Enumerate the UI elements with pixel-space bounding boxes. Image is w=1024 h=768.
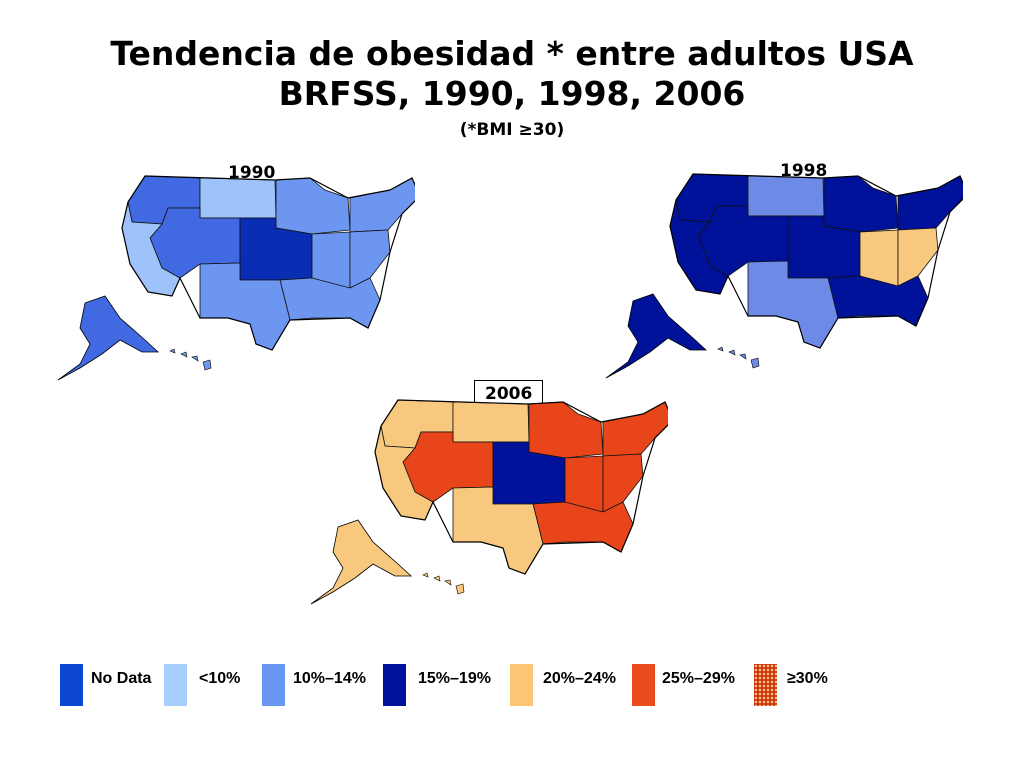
hawaii-island [750, 357, 760, 369]
state-region [602, 401, 668, 457]
hawaii-island [739, 353, 747, 360]
state-region [528, 401, 604, 459]
alaska [605, 293, 708, 379]
state-region [747, 175, 825, 217]
hawaii-island [717, 346, 724, 352]
state-region [452, 401, 530, 443]
legend-swatch-10-14 [262, 664, 285, 706]
map-2006 [310, 399, 668, 605]
hawaii-island [455, 583, 465, 595]
usa-outline [374, 399, 668, 575]
legend-swatch-20-24 [510, 664, 533, 706]
state-region [823, 175, 899, 233]
map-1990 [57, 175, 415, 381]
map-1998 [605, 173, 963, 379]
hawaii-island [202, 359, 212, 371]
hawaii-island [728, 349, 736, 356]
state-region [279, 277, 381, 329]
hawaii-island [433, 575, 441, 582]
state-region [897, 175, 963, 231]
hawaii-island [169, 348, 176, 354]
legend-label-30-plus: ≥30% [787, 670, 828, 687]
state-region [897, 227, 939, 287]
state-region [349, 229, 391, 289]
legend-swatch-no-data [60, 664, 83, 706]
page-title: Tendencia de obesidad * entre adultos US… [0, 34, 1024, 114]
legend-swatch-under-10 [164, 664, 187, 706]
legend-label-15-19: 15%–19% [418, 670, 491, 687]
legend-swatch-30-plus [754, 664, 777, 706]
hawaii-island [422, 572, 429, 578]
legend-label-10-14: 10%–14% [293, 670, 366, 687]
legend-label-under-10: <10% [199, 670, 241, 687]
state-region [275, 177, 351, 235]
state-region [199, 177, 277, 219]
map-1998-year-label: 1998 [780, 161, 828, 181]
map-1990-year-label: 1990 [228, 163, 276, 183]
subtitle: (*BMI ≥30) [459, 120, 565, 140]
title-line-2: BRFSS, 1990, 1998, 2006 [278, 74, 746, 113]
state-region [349, 177, 415, 233]
usa-outline [121, 175, 415, 351]
hawaii-island [180, 351, 188, 358]
legend-swatch-15-19 [383, 664, 406, 706]
legend: No Data <10% 10%–14% 15%–19% 20%–24% 25%… [0, 664, 1024, 714]
legend-label-25-29: 25%–29% [662, 670, 735, 687]
title-line-1: Tendencia de obesidad * entre adultos US… [110, 34, 914, 73]
alaska [310, 519, 413, 605]
state-region [602, 453, 644, 513]
legend-swatch-25-29 [632, 664, 655, 706]
alaska [57, 295, 160, 381]
legend-label-20-24: 20%–24% [543, 670, 616, 687]
hawaii-island [444, 579, 452, 586]
legend-label-no-data: No Data [91, 670, 152, 687]
hawaii-island [191, 355, 199, 362]
usa-outline [669, 173, 963, 349]
state-region [532, 501, 634, 553]
state-region [827, 275, 929, 327]
